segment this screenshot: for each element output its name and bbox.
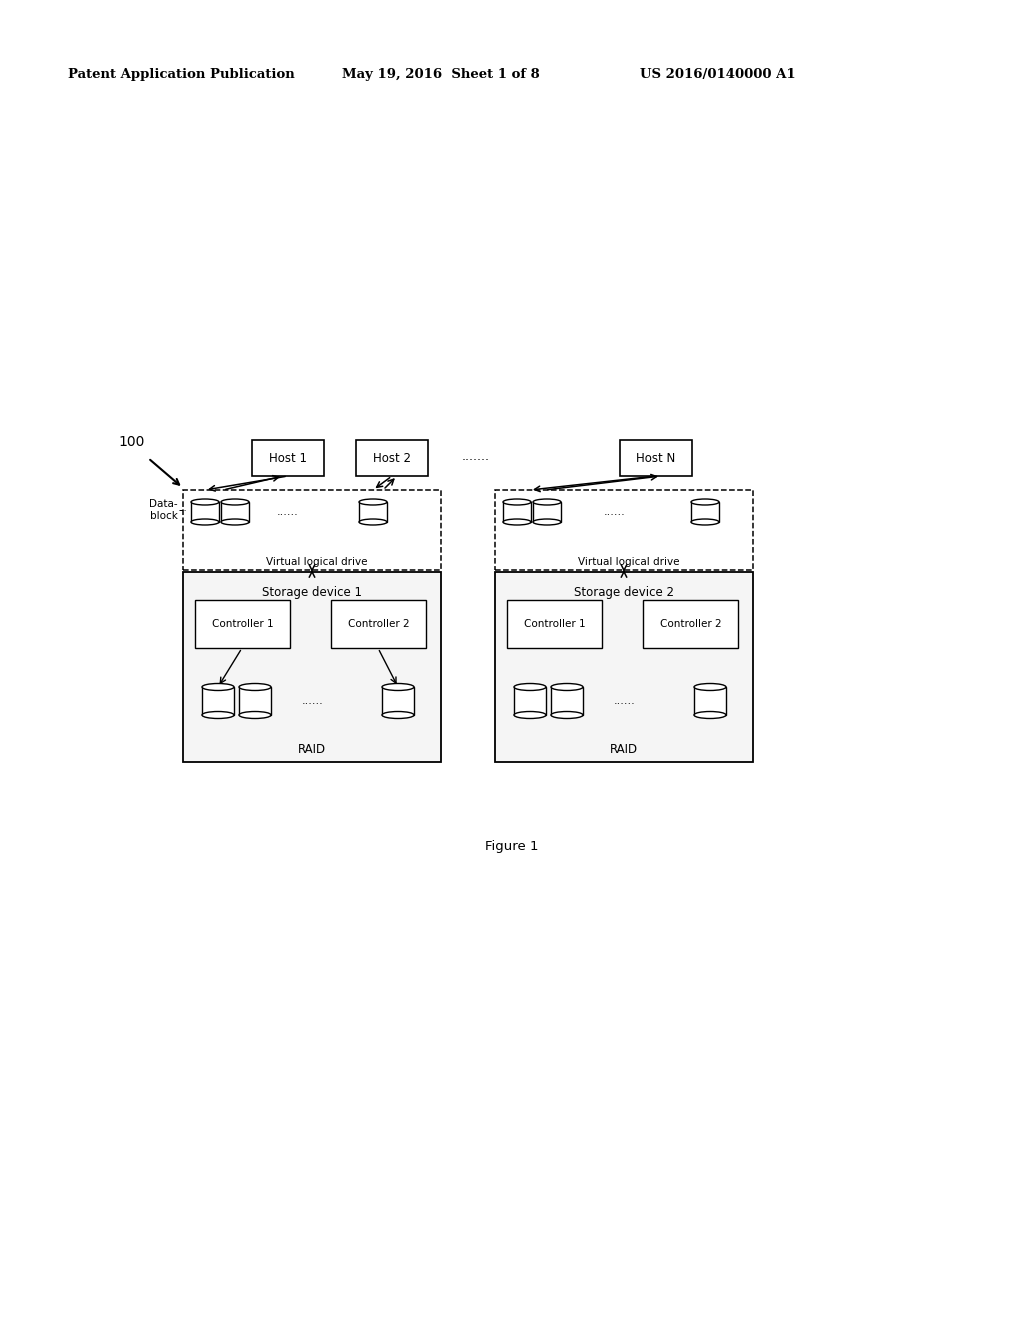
FancyBboxPatch shape <box>183 572 441 762</box>
Ellipse shape <box>202 684 234 690</box>
Ellipse shape <box>534 499 561 506</box>
FancyBboxPatch shape <box>495 572 753 762</box>
Text: Controller 2: Controller 2 <box>348 619 410 630</box>
Text: Figure 1: Figure 1 <box>485 840 539 853</box>
Ellipse shape <box>239 684 271 690</box>
Text: Host N: Host N <box>636 451 676 465</box>
Text: US 2016/0140000 A1: US 2016/0140000 A1 <box>640 69 796 81</box>
FancyBboxPatch shape <box>507 601 602 648</box>
Text: RAID: RAID <box>610 743 638 756</box>
FancyBboxPatch shape <box>191 502 219 521</box>
Ellipse shape <box>503 499 531 506</box>
Ellipse shape <box>382 684 414 690</box>
Text: Host 1: Host 1 <box>269 451 307 465</box>
Ellipse shape <box>239 711 271 718</box>
FancyBboxPatch shape <box>202 686 234 715</box>
Text: Controller 1: Controller 1 <box>523 619 586 630</box>
Ellipse shape <box>382 711 414 718</box>
Text: Patent Application Publication: Patent Application Publication <box>68 69 295 81</box>
Text: ......: ...... <box>604 507 626 517</box>
Text: Controller 2: Controller 2 <box>659 619 721 630</box>
Ellipse shape <box>691 519 719 525</box>
Text: RAID: RAID <box>298 743 326 756</box>
Ellipse shape <box>694 711 726 718</box>
Text: Host 2: Host 2 <box>373 451 411 465</box>
FancyBboxPatch shape <box>643 601 738 648</box>
Text: ......: ...... <box>302 696 324 706</box>
FancyBboxPatch shape <box>495 490 753 570</box>
Ellipse shape <box>221 519 249 525</box>
Ellipse shape <box>503 519 531 525</box>
FancyBboxPatch shape <box>183 490 441 570</box>
Text: .......: ....... <box>462 450 490 462</box>
Ellipse shape <box>191 519 219 525</box>
FancyBboxPatch shape <box>331 601 426 648</box>
Text: ......: ...... <box>278 507 299 517</box>
Ellipse shape <box>534 519 561 525</box>
FancyBboxPatch shape <box>195 601 290 648</box>
Text: Controller 1: Controller 1 <box>212 619 273 630</box>
Text: 100: 100 <box>118 436 144 449</box>
FancyBboxPatch shape <box>534 502 561 521</box>
Text: Storage device 2: Storage device 2 <box>574 586 674 599</box>
Text: Virtual logical drive: Virtual logical drive <box>579 557 680 568</box>
FancyBboxPatch shape <box>694 686 726 715</box>
Ellipse shape <box>359 499 387 506</box>
FancyBboxPatch shape <box>252 440 324 477</box>
Text: Virtual logical drive: Virtual logical drive <box>266 557 368 568</box>
Ellipse shape <box>221 499 249 506</box>
FancyBboxPatch shape <box>356 440 428 477</box>
FancyBboxPatch shape <box>620 440 692 477</box>
Ellipse shape <box>551 684 583 690</box>
FancyBboxPatch shape <box>503 502 531 521</box>
Text: Data-
block: Data- block <box>150 499 178 521</box>
Ellipse shape <box>359 519 387 525</box>
FancyBboxPatch shape <box>359 502 387 521</box>
Text: Storage device 1: Storage device 1 <box>262 586 362 599</box>
Ellipse shape <box>691 499 719 506</box>
Ellipse shape <box>514 684 546 690</box>
FancyBboxPatch shape <box>382 686 414 715</box>
FancyBboxPatch shape <box>239 686 271 715</box>
FancyBboxPatch shape <box>514 686 546 715</box>
Ellipse shape <box>514 711 546 718</box>
FancyBboxPatch shape <box>551 686 583 715</box>
Ellipse shape <box>202 711 234 718</box>
Ellipse shape <box>551 711 583 718</box>
Text: May 19, 2016  Sheet 1 of 8: May 19, 2016 Sheet 1 of 8 <box>342 69 540 81</box>
Ellipse shape <box>191 499 219 506</box>
Text: ......: ...... <box>614 696 636 706</box>
FancyBboxPatch shape <box>691 502 719 521</box>
FancyBboxPatch shape <box>221 502 249 521</box>
Ellipse shape <box>694 684 726 690</box>
